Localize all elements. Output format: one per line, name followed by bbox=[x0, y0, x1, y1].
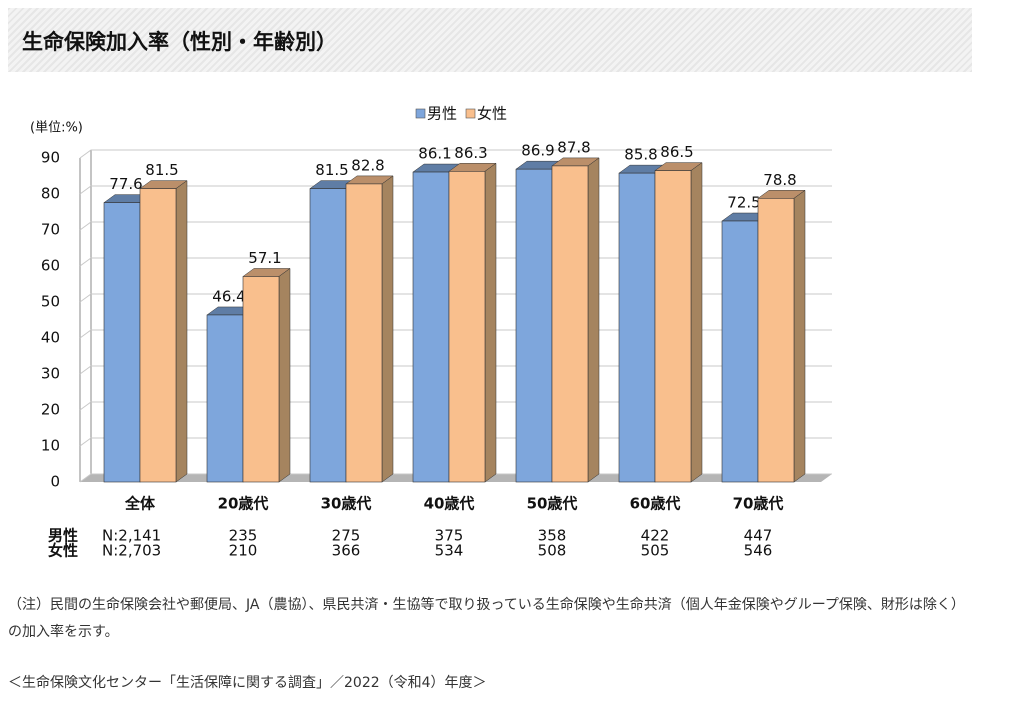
bar-side bbox=[175, 180, 188, 483]
y-tick-label: 60 bbox=[41, 257, 60, 275]
bar-side bbox=[278, 267, 291, 483]
bar bbox=[412, 171, 450, 483]
bar bbox=[654, 170, 692, 483]
sample-size: N:2,141 bbox=[102, 527, 161, 545]
legend-label: 女性 bbox=[477, 105, 507, 123]
y-tick-label: 10 bbox=[41, 437, 60, 455]
x-tick-label: 全体 bbox=[124, 495, 156, 513]
x-tick-label: 50歳代 bbox=[527, 495, 578, 513]
sample-size: 508 bbox=[538, 542, 567, 560]
sample-size: 505 bbox=[641, 542, 670, 560]
bar bbox=[448, 171, 486, 483]
value-label: 86.9 bbox=[521, 142, 554, 160]
bar-side bbox=[381, 175, 394, 483]
bar-side bbox=[793, 189, 806, 483]
value-label: 86.5 bbox=[660, 143, 693, 161]
bar bbox=[721, 220, 759, 483]
unit-label: (単位:%) bbox=[30, 120, 83, 136]
bar bbox=[551, 165, 589, 483]
bar bbox=[103, 202, 141, 483]
header-title: 生命保険加入率（性別・年齢別） bbox=[22, 30, 337, 54]
bar bbox=[618, 172, 656, 483]
sample-size: 366 bbox=[332, 542, 361, 560]
y-tick-label: 0 bbox=[50, 473, 60, 491]
legend-swatch bbox=[415, 108, 426, 119]
y-tick-label: 50 bbox=[41, 293, 60, 311]
bar bbox=[206, 314, 244, 483]
bar bbox=[757, 198, 795, 483]
y-tick-label: 70 bbox=[41, 221, 60, 239]
sample-size: 210 bbox=[229, 542, 258, 560]
value-label: 57.1 bbox=[248, 249, 281, 267]
bar bbox=[515, 168, 553, 483]
bar-side bbox=[484, 162, 497, 483]
bar-side bbox=[587, 157, 600, 483]
y-tick-label: 40 bbox=[41, 329, 60, 347]
sample-size: 447 bbox=[744, 527, 773, 545]
value-label: 82.8 bbox=[351, 156, 384, 174]
value-label: 77.6 bbox=[109, 175, 142, 193]
legend-swatch bbox=[465, 108, 476, 119]
x-tick-label: 70歳代 bbox=[733, 495, 784, 513]
sample-size: 235 bbox=[229, 527, 258, 545]
y-tick-label: 20 bbox=[41, 401, 60, 419]
sample-size: N:2,703 bbox=[102, 542, 161, 560]
source: ＜生命保険文化センター「生活保障に関する調査」／2022（令和4）年度＞ bbox=[8, 675, 487, 691]
value-label: 85.8 bbox=[624, 146, 657, 164]
bar bbox=[345, 183, 383, 483]
value-label: 72.5 bbox=[727, 194, 760, 212]
grid-line bbox=[79, 149, 832, 159]
x-tick-label: 60歳代 bbox=[630, 495, 681, 513]
value-label: 87.8 bbox=[557, 138, 590, 156]
note: （注）民間の生命保険会社や郵便局、JA（農協）、県民共済・生協等で取り扱っている… bbox=[8, 597, 965, 640]
sample-size: 534 bbox=[435, 542, 464, 560]
bar bbox=[309, 188, 347, 483]
bar-side bbox=[690, 162, 703, 483]
sample-size: 422 bbox=[641, 527, 670, 545]
header: 生命保険加入率（性別・年齢別） bbox=[8, 8, 972, 72]
sample-size: 546 bbox=[744, 542, 773, 560]
x-tick-label: 30歳代 bbox=[321, 495, 372, 513]
legend-label: 男性 bbox=[427, 105, 457, 123]
x-tick-label: 40歳代 bbox=[424, 495, 475, 513]
sample-row-label: 男性 bbox=[48, 527, 78, 545]
y-tick-label: 90 bbox=[41, 149, 60, 167]
value-label: 86.1 bbox=[418, 145, 451, 163]
value-label: 81.5 bbox=[315, 161, 348, 179]
bar bbox=[139, 188, 177, 483]
sample-row-label: 女性 bbox=[48, 542, 78, 560]
bar bbox=[242, 276, 280, 483]
x-tick-label: 20歳代 bbox=[218, 495, 269, 513]
value-label: 86.3 bbox=[454, 144, 487, 162]
sample-size: 275 bbox=[332, 527, 361, 545]
sample-size: 358 bbox=[538, 527, 567, 545]
value-label: 81.5 bbox=[145, 161, 178, 179]
value-label: 78.8 bbox=[763, 171, 796, 189]
y-tick-label: 30 bbox=[41, 365, 60, 383]
y-tick-label: 80 bbox=[41, 185, 60, 203]
sample-size: 375 bbox=[435, 527, 464, 545]
value-label: 46.4 bbox=[212, 287, 245, 305]
